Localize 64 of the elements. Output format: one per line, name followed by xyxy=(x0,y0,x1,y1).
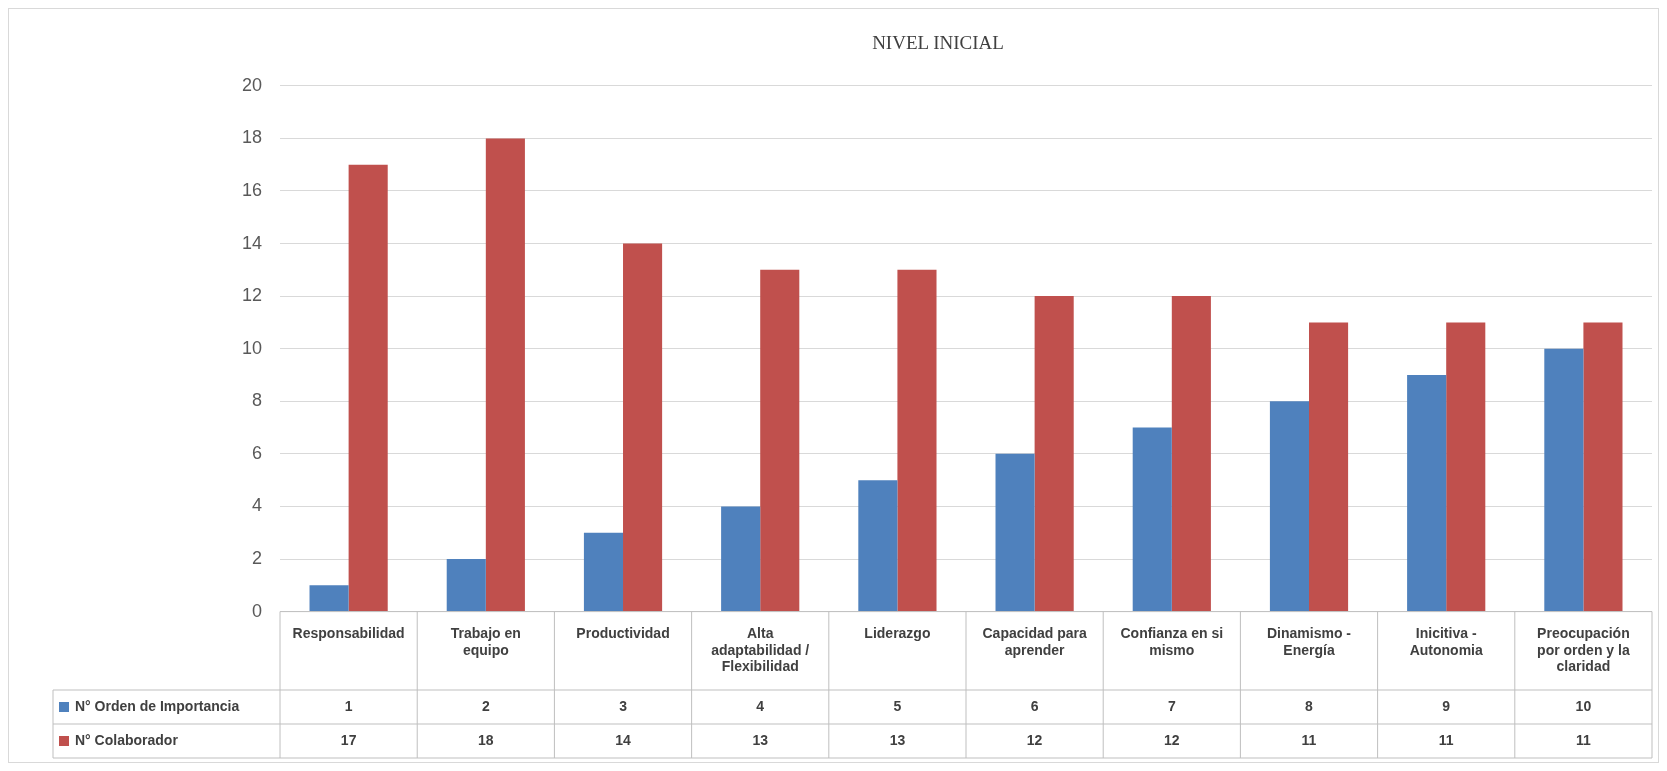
data-label: 10 xyxy=(1575,697,1592,714)
data-label: 8 xyxy=(1305,697,1314,714)
bar xyxy=(858,480,898,612)
bar xyxy=(1544,348,1584,612)
y-tick-label: 0 xyxy=(252,600,263,621)
x-tick-label: Capacidad para aprender xyxy=(982,624,1087,658)
y-tick-label: 12 xyxy=(241,285,263,306)
y-tick-label: 10 xyxy=(241,337,263,358)
y-tick-label: 20 xyxy=(241,74,263,95)
data-label: 1 xyxy=(344,697,353,714)
bar xyxy=(583,532,624,612)
bar xyxy=(897,269,937,612)
bar xyxy=(1269,401,1310,612)
y-tick-label: 6 xyxy=(252,442,263,463)
data-label: 2 xyxy=(481,697,490,714)
bar xyxy=(995,453,1035,612)
data-label: 14 xyxy=(615,731,632,748)
bar xyxy=(309,585,349,612)
data-label: 5 xyxy=(893,697,902,714)
bar xyxy=(623,243,663,612)
data-label: 11 xyxy=(1438,731,1454,748)
bar xyxy=(1583,322,1623,612)
x-tick-label: Liderazgo xyxy=(864,624,931,641)
bar xyxy=(1309,322,1349,612)
bar xyxy=(721,506,761,612)
data-label: 6 xyxy=(1030,697,1039,714)
data-label: 13 xyxy=(889,731,906,748)
x-tick-label: Trabajo en equipo xyxy=(450,624,521,658)
data-label: 7 xyxy=(1167,697,1176,714)
bar xyxy=(1171,296,1211,612)
x-tick-label: Inicitiva - Autonomia xyxy=(1409,624,1483,658)
x-tick-label: Preocupación por orden y la claridad xyxy=(1537,624,1630,675)
chart-title: NIVEL INICIAL xyxy=(872,32,1004,54)
data-label: 17 xyxy=(340,731,357,748)
y-tick-label: 4 xyxy=(252,495,263,516)
legend-label: N° Colaborador xyxy=(75,731,179,748)
data-label: 11 xyxy=(1301,731,1317,748)
data-label: 4 xyxy=(756,697,765,714)
bar xyxy=(1132,427,1172,612)
x-tick-label: Responsabilidad xyxy=(292,624,405,641)
x-tick-label: Alta adaptabilidad / Flexibilidad xyxy=(711,624,810,675)
data-label: 13 xyxy=(752,731,769,748)
x-tick-label: Confianza en si mismo xyxy=(1120,624,1224,658)
data-label: 3 xyxy=(619,697,628,714)
x-tick-label: Dinamismo - Energía xyxy=(1267,624,1352,658)
y-tick-label: 8 xyxy=(252,390,263,411)
bar xyxy=(760,269,800,612)
data-label: 11 xyxy=(1575,731,1592,748)
x-tick-label: Productividad xyxy=(576,624,670,641)
bar xyxy=(1034,296,1074,612)
y-tick-label: 16 xyxy=(241,179,263,200)
data-label: 9 xyxy=(1442,697,1451,714)
y-tick-label: 18 xyxy=(241,127,263,148)
data-label: 12 xyxy=(1164,731,1180,748)
legend-label: N° Orden de Importancia xyxy=(75,697,240,714)
y-tick-label: 2 xyxy=(252,547,263,568)
bar xyxy=(1407,374,1447,612)
bar xyxy=(485,138,525,612)
data-label: 12 xyxy=(1026,731,1043,748)
bar xyxy=(1446,322,1486,612)
bar xyxy=(446,559,486,612)
y-tick-label: 14 xyxy=(241,232,263,253)
bar xyxy=(348,164,388,612)
data-label: 18 xyxy=(478,731,494,748)
